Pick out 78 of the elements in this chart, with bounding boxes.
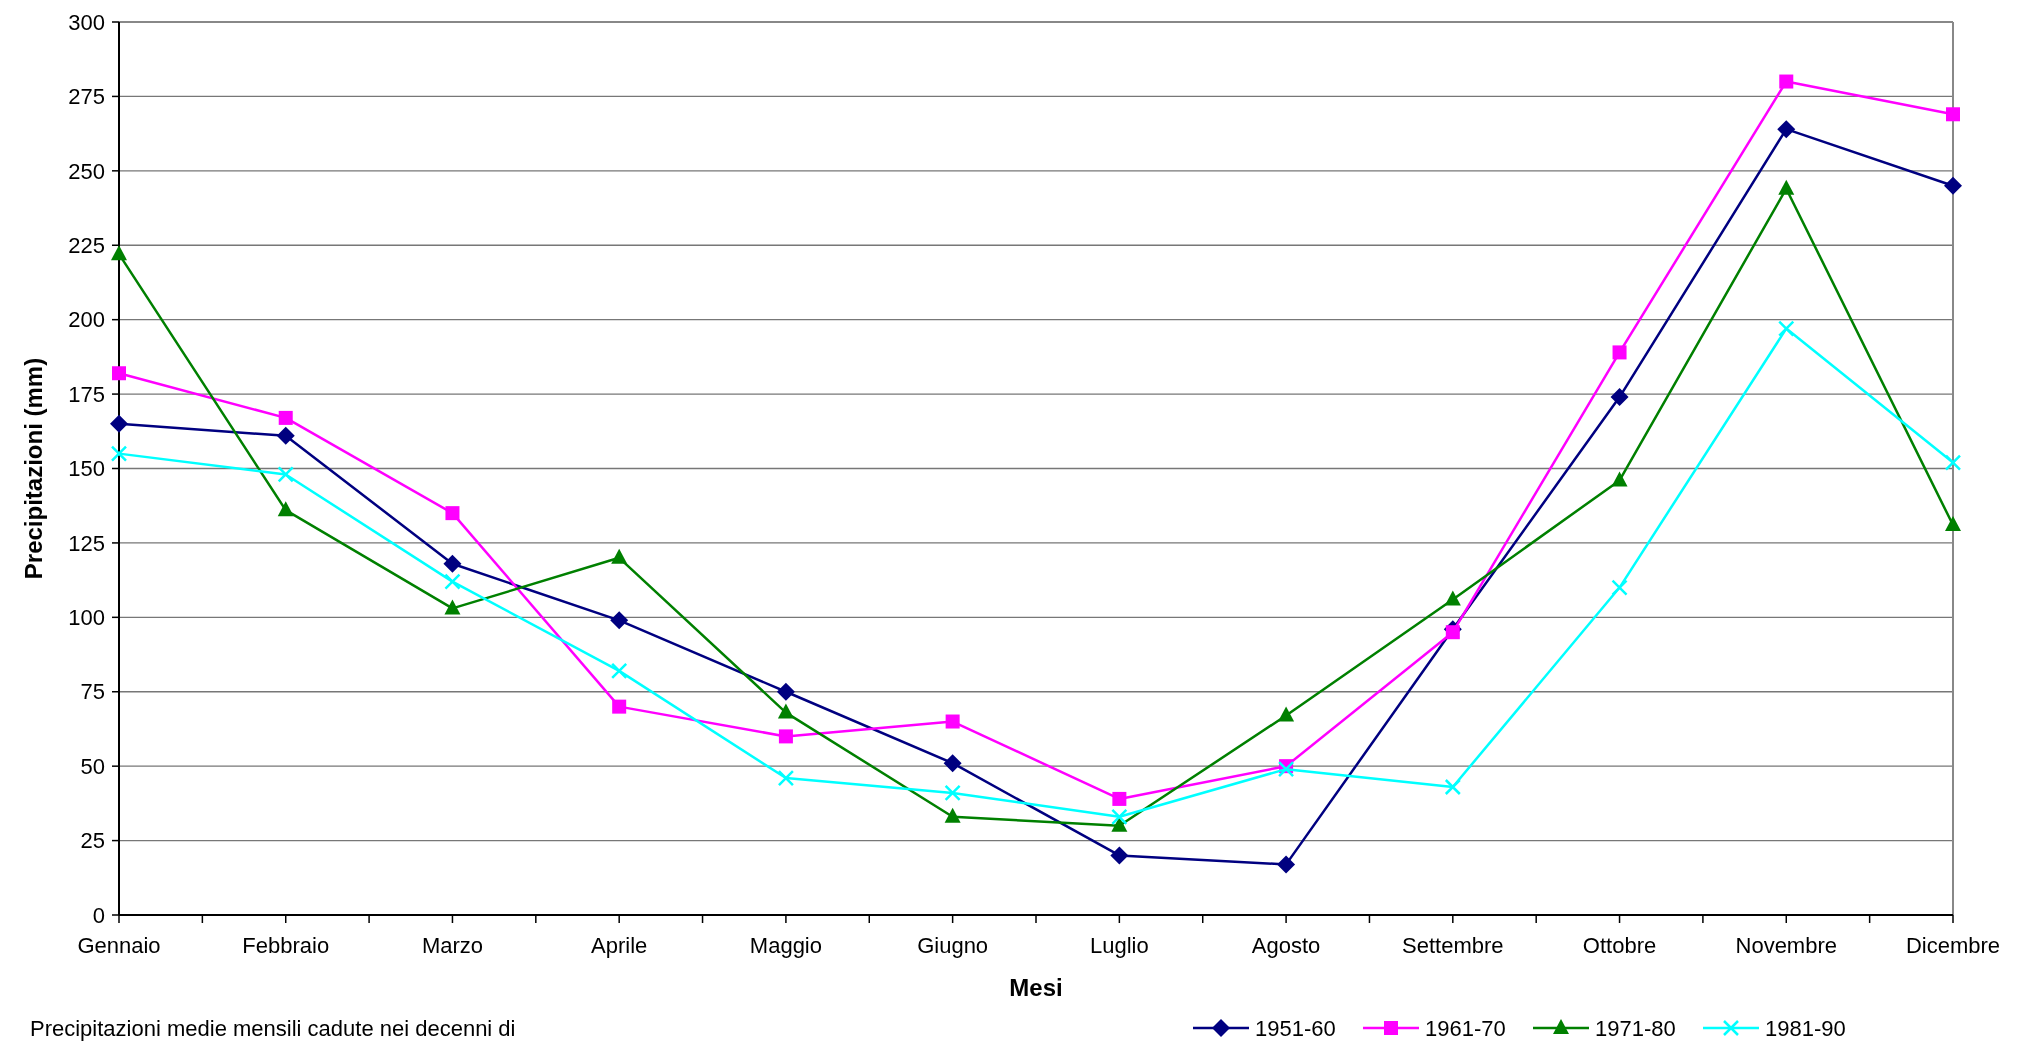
y-tick-label: 0 — [92, 902, 105, 928]
x-tick-label: Luglio — [1090, 933, 1149, 958]
point — [110, 445, 128, 462]
legend-label: 1981-90 — [1765, 1015, 1846, 1041]
point — [1112, 791, 1127, 806]
y-tick-label: 250 — [68, 158, 105, 184]
point — [944, 807, 961, 823]
point — [1611, 579, 1628, 596]
point — [1444, 590, 1461, 606]
point — [445, 506, 460, 521]
point — [1778, 320, 1795, 337]
point — [1945, 516, 1961, 532]
point — [943, 754, 962, 773]
x-tick-label: Febbraio — [242, 933, 330, 958]
point — [610, 662, 628, 680]
point — [276, 426, 295, 445]
y-tick-label: 300 — [68, 9, 105, 35]
point — [1445, 625, 1460, 640]
point — [1111, 808, 1128, 826]
x-tick-label: Gennaio — [77, 933, 161, 958]
point — [1444, 778, 1462, 796]
point — [610, 611, 629, 630]
x-tick-label: Novembre — [1735, 933, 1838, 958]
point — [1611, 471, 1628, 487]
point — [112, 366, 126, 381]
point — [110, 414, 128, 433]
x-tick-label: Settembre — [1402, 933, 1504, 958]
point — [1111, 816, 1128, 832]
point — [612, 699, 627, 714]
point — [1777, 120, 1796, 139]
point — [776, 682, 795, 701]
point — [945, 714, 960, 729]
y-tick-label: 150 — [68, 456, 105, 482]
point — [777, 769, 795, 787]
x-tick-label: Giugno — [917, 933, 989, 958]
y-tick-label: 75 — [80, 679, 105, 705]
point — [1277, 855, 1296, 874]
y-tick-label: 100 — [68, 605, 105, 631]
point — [277, 466, 294, 483]
legend-label: 1971-80 — [1595, 1015, 1676, 1041]
point — [278, 410, 293, 425]
point — [611, 548, 628, 564]
x-tick-label: Agosto — [1251, 933, 1321, 958]
legend-label: 1961-70 — [1425, 1015, 1506, 1041]
point — [111, 245, 127, 261]
point — [1110, 846, 1129, 865]
point — [1946, 107, 1960, 122]
y-tick-label: 50 — [80, 753, 105, 779]
legend-label: 1951-60 — [1255, 1015, 1336, 1041]
point — [444, 599, 461, 615]
point — [444, 573, 461, 590]
x-tick-label: Aprile — [591, 933, 648, 958]
point — [1778, 179, 1795, 195]
y-tick-label: 25 — [80, 828, 105, 854]
point — [1612, 345, 1627, 360]
text: Precipitazioni medie mensili cadute nei decenni di — [30, 1016, 516, 1041]
y-tick-label: 200 — [68, 307, 105, 333]
x-tick-label: Maggio — [749, 933, 822, 958]
point — [944, 784, 961, 802]
point — [443, 554, 462, 573]
point — [1944, 454, 1962, 471]
x-tick-label: Ottobre — [1582, 933, 1657, 958]
x-tick-label: Dicembre — [1905, 933, 2001, 958]
point — [1944, 176, 1962, 195]
point — [277, 501, 294, 517]
x-axis-title: Mesi — [1009, 974, 1063, 1001]
point — [1779, 74, 1794, 89]
point — [1277, 760, 1295, 778]
point — [777, 703, 794, 719]
y-axis-title: Precipitazioni (mm) — [20, 357, 47, 580]
point — [1278, 706, 1295, 722]
y-tick-label: 125 — [68, 530, 105, 556]
y-tick-label: 175 — [68, 381, 105, 407]
x-tick-label: Marzo — [421, 933, 484, 958]
y-tick-label: 275 — [68, 84, 105, 110]
y-tick-label: 225 — [68, 232, 105, 258]
point — [1610, 388, 1629, 407]
point — [778, 729, 793, 744]
